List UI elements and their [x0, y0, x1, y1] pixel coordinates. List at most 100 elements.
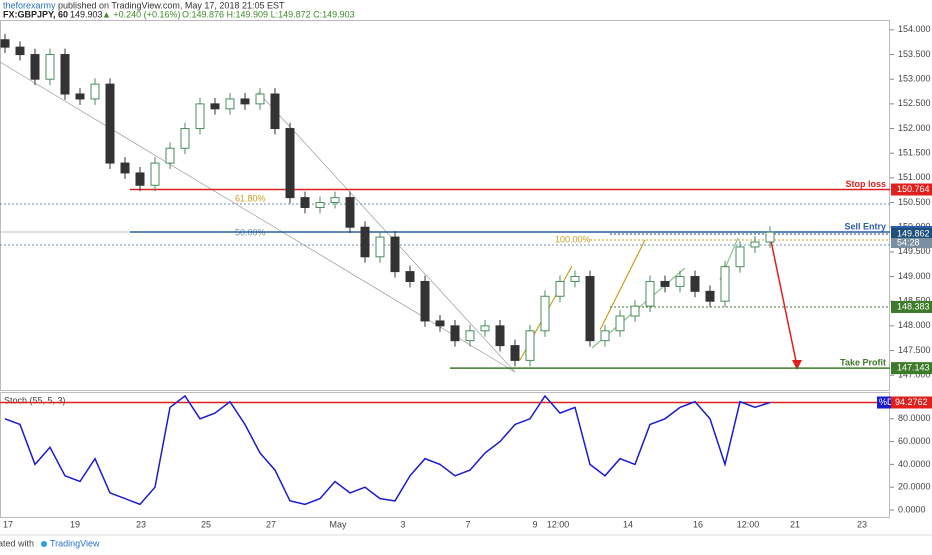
candle-body — [645, 280, 655, 307]
x-tick-label: 23 — [136, 519, 146, 529]
level-label: Sell Entry — [844, 221, 886, 231]
candle-body — [15, 46, 25, 56]
y-tick-label: 149.500 — [898, 246, 931, 256]
price-badge-label: 149.862 — [897, 228, 930, 238]
candle-body — [465, 330, 475, 342]
stoch-line — [4, 394, 771, 506]
candle-body — [195, 103, 205, 130]
candle-body — [600, 330, 610, 342]
stoch-badge-label: 94.2762 — [895, 397, 928, 407]
stoch-badge — [891, 396, 932, 409]
published: published on TradingView.com, May 17, 20… — [58, 0, 285, 10]
price-badge-label: 148.383 — [897, 301, 930, 311]
y-tick-label: 153.500 — [898, 49, 931, 59]
x-tick-label: 23 — [857, 519, 867, 529]
x-tick-label: 16 — [693, 519, 703, 529]
x-tick-label: 9 — [532, 519, 537, 529]
y-tick-label: 40.0000 — [898, 459, 931, 469]
change: ▲ +0.240 (+0.16%) — [102, 9, 180, 19]
x-tick-label: May — [329, 519, 347, 529]
series-badge — [877, 396, 891, 409]
y-tick-label: 147.000 — [898, 370, 931, 380]
candle-body — [30, 54, 40, 80]
price-badge-label: 147.143 — [897, 363, 930, 373]
y-tick-label: 151.500 — [898, 148, 931, 158]
candle-body — [540, 295, 550, 332]
brand: TradingView — [50, 538, 100, 548]
candle-body — [690, 276, 700, 292]
candle-body — [180, 128, 190, 149]
candle-body — [75, 93, 85, 100]
x-tick-label: 12:00 — [737, 519, 760, 529]
x-tick-label: 27 — [266, 519, 276, 529]
candle-body — [585, 276, 595, 342]
candle-body — [60, 54, 70, 95]
arrow-head — [792, 360, 802, 370]
y-tick-label: 148.000 — [898, 320, 931, 330]
price-badge — [891, 300, 932, 313]
candle-body — [255, 93, 265, 105]
y-tick-label: 149.000 — [898, 271, 931, 281]
y-tick-label: 151.000 — [898, 172, 931, 182]
author: theforexarmy — [3, 0, 56, 10]
candle-body — [390, 236, 400, 273]
price-badge-label: 150.764 — [897, 184, 930, 194]
y-tick-label: 80.0000 — [898, 413, 931, 423]
candle-body — [240, 98, 250, 105]
candle-body — [315, 202, 325, 208]
candle-body — [375, 236, 385, 258]
candle-body — [765, 231, 775, 243]
y-tick-label: 148.500 — [898, 296, 931, 306]
candle-body — [735, 246, 745, 268]
candle-body — [135, 172, 145, 186]
candle-body — [630, 305, 640, 317]
logo — [41, 541, 47, 547]
symbol: FX:GBPJPY, 60 — [3, 9, 68, 19]
main-pane — [0, 20, 890, 391]
candle-body — [150, 162, 160, 186]
fib-label: 61.80% — [235, 193, 266, 203]
last: 149.903 — [70, 9, 103, 19]
candle-body — [555, 280, 565, 297]
x-tick-label: 21 — [790, 519, 800, 529]
price-badge — [891, 183, 932, 196]
candle-body — [675, 276, 685, 287]
candle-body — [120, 162, 130, 174]
stoch-title: Stoch (55, 5, 3) — [4, 395, 66, 405]
candle-body — [420, 280, 430, 322]
candle-body — [495, 325, 505, 347]
ohlc: O:149.876 H:149.909 L:149.872 C:149.903 — [182, 9, 355, 19]
stoch-pane — [0, 392, 890, 518]
candle-body — [570, 276, 580, 282]
candle-body — [300, 197, 310, 208]
y-tick-label: 0.0000 — [898, 504, 926, 514]
y-tick-label: 154.000 — [898, 24, 931, 34]
x-tick-label: 7 — [465, 519, 470, 529]
candle-body — [0, 39, 10, 48]
candle-body — [750, 241, 760, 248]
x-tick-label: 14 — [623, 519, 633, 529]
target-arrow — [769, 235, 798, 367]
y-tick-label: 150.500 — [898, 197, 931, 207]
candle-body — [435, 320, 445, 327]
candle-body — [285, 128, 295, 199]
candle-body — [90, 83, 100, 100]
candle-body — [705, 290, 715, 302]
y-tick-label: 152.500 — [898, 98, 931, 108]
y-tick-label: 147.500 — [898, 345, 931, 355]
x-tick-label: 3 — [400, 519, 405, 529]
countdown: 54:28 — [897, 237, 920, 247]
level-label: Take Profit — [840, 358, 886, 368]
candle-body — [615, 315, 625, 332]
y-tick-label: 153.000 — [898, 74, 931, 84]
candle-body — [105, 83, 115, 164]
y-tick-label: 152.000 — [898, 123, 931, 133]
candle-body — [225, 98, 235, 110]
candle-body — [345, 197, 355, 228]
candle-body — [45, 54, 55, 80]
price-badge — [891, 228, 932, 241]
created: Created with — [0, 538, 34, 548]
candle-body — [360, 226, 370, 258]
